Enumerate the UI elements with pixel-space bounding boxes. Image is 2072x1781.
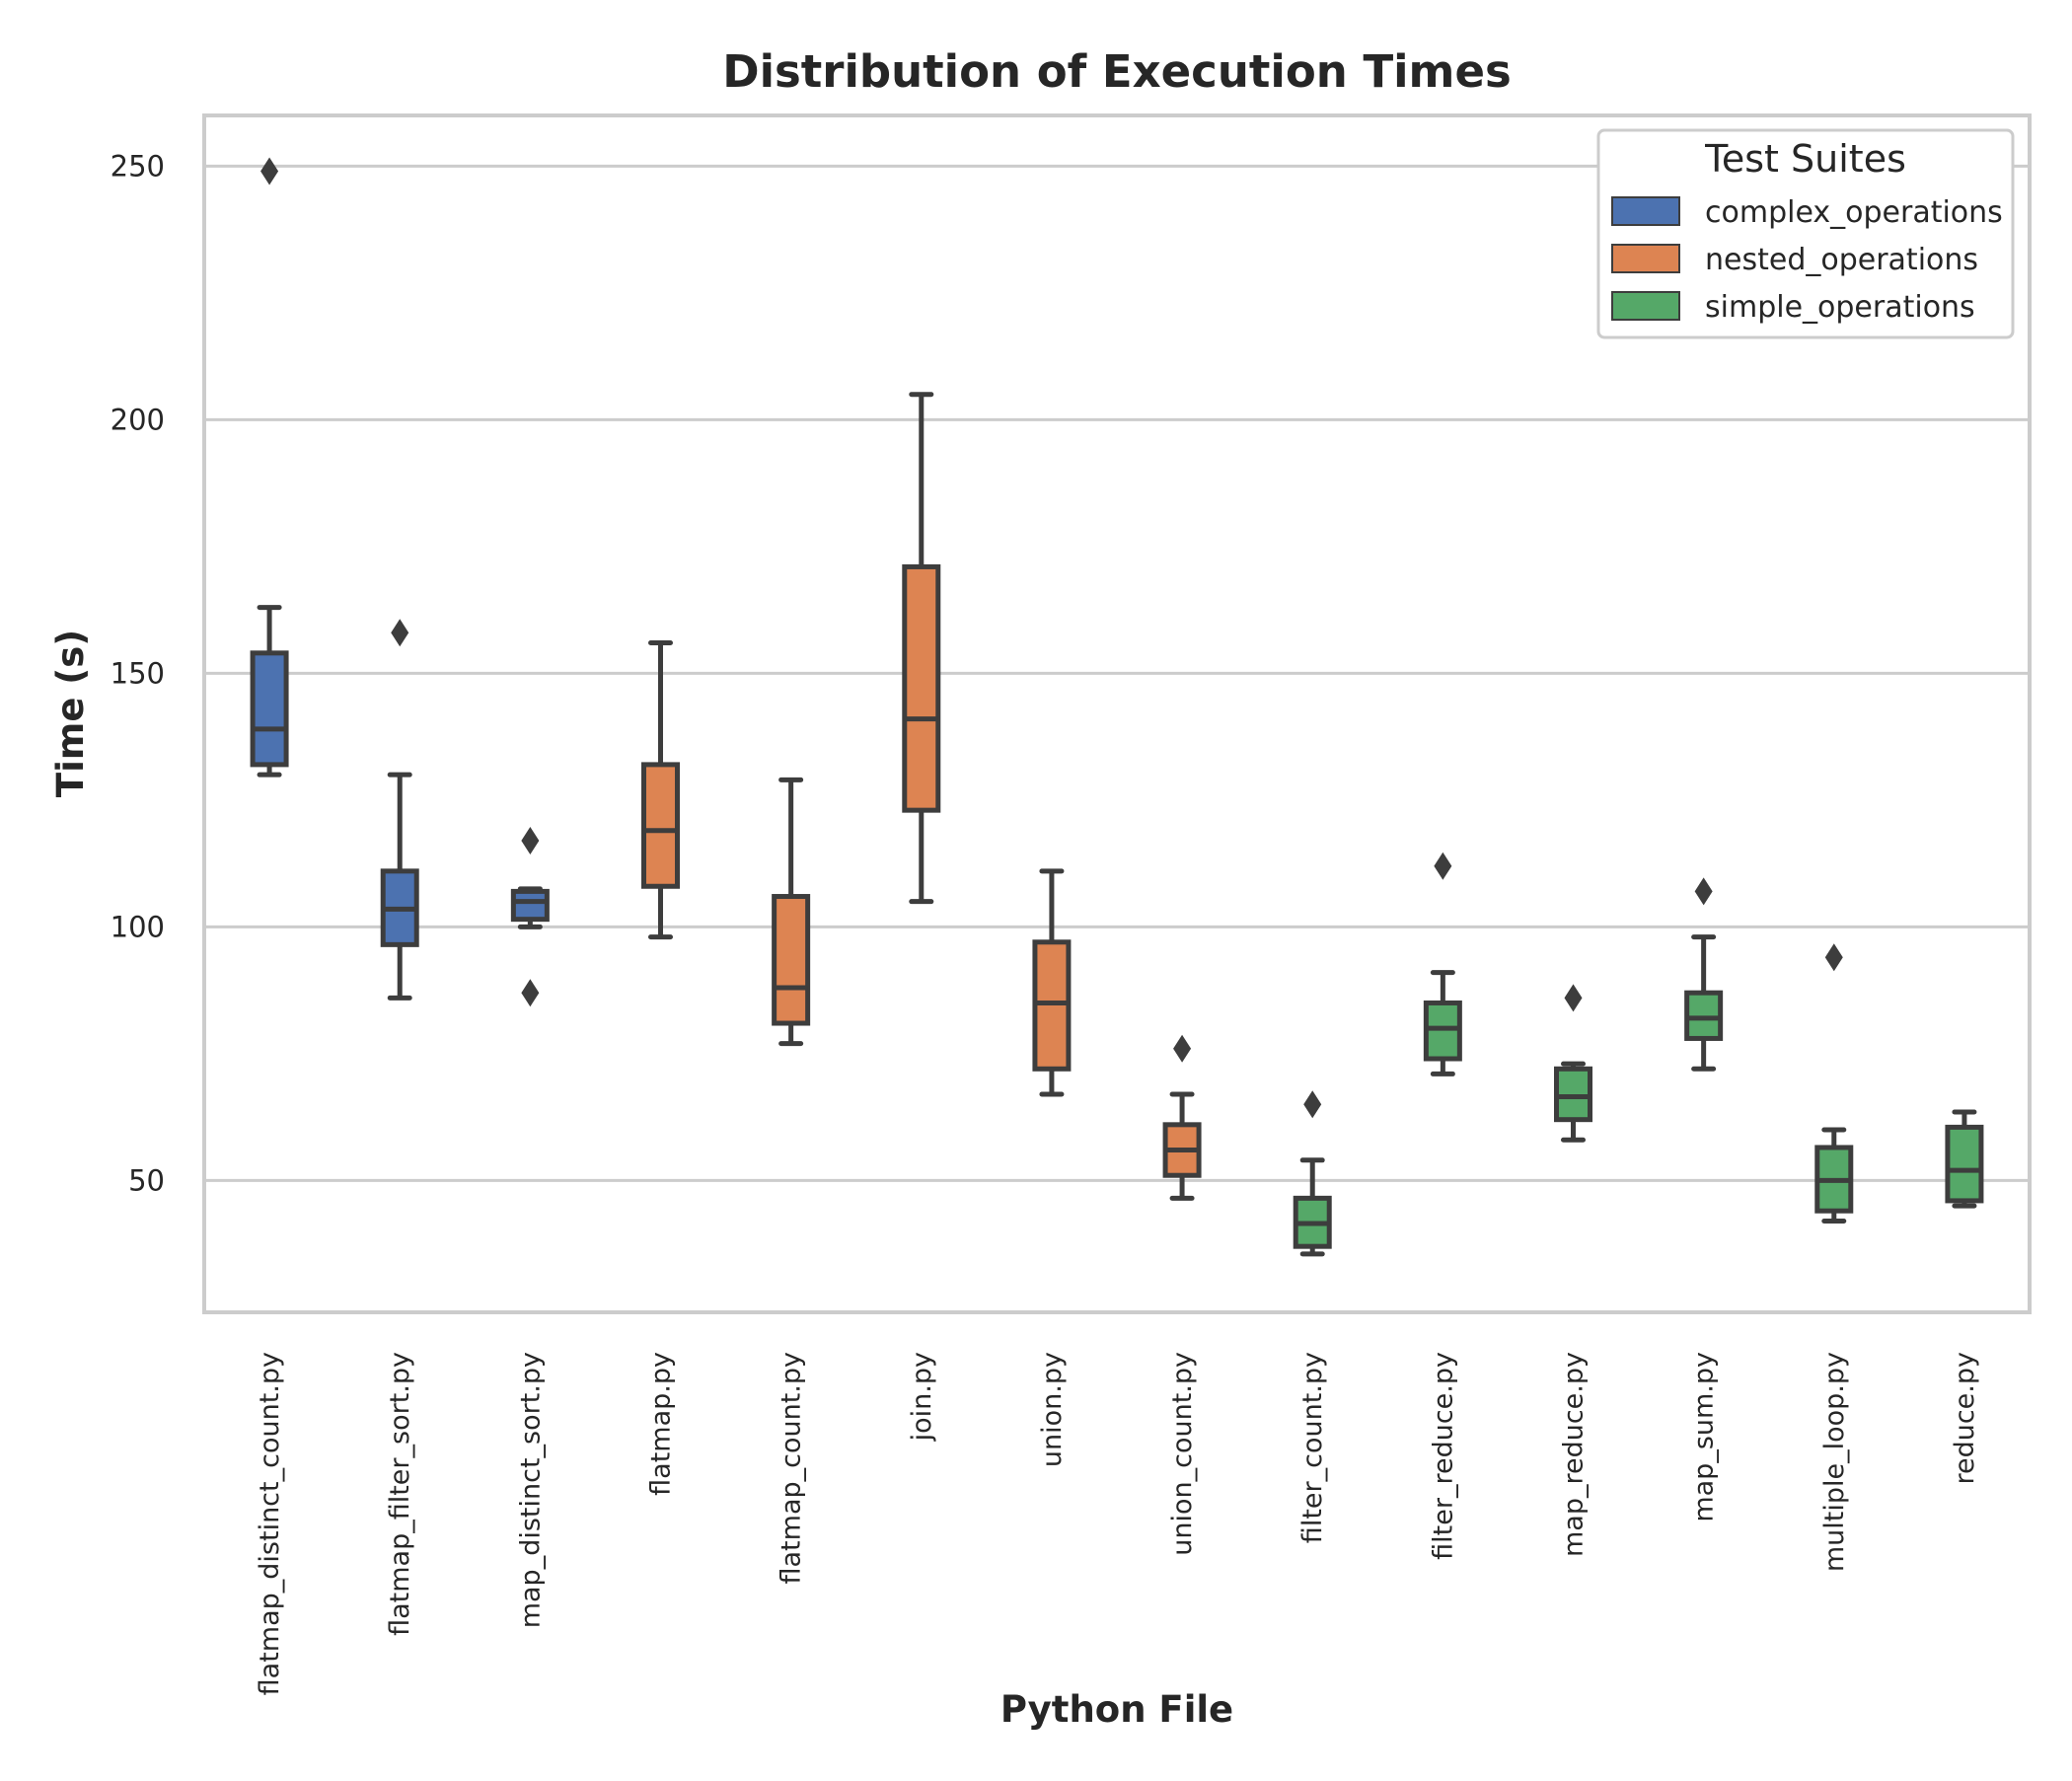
y-tick-label-200: 200 — [111, 403, 165, 436]
outlier-marker-0 — [260, 157, 279, 186]
outlier-marker-0 — [1824, 943, 1843, 972]
x-tick-label-map-sum-py: map_sum.py — [1689, 1352, 1720, 1522]
box-iqr — [1554, 1066, 1592, 1123]
legend-swatch-complex_operations — [1611, 196, 1680, 226]
x-tick-labels: flatmap_distinct_count.py flatmap_filter_… — [255, 1352, 1980, 1695]
legend-label-complex_operations: complex_operations — [1705, 195, 2003, 230]
legend-swatch-nested_operations — [1611, 244, 1680, 273]
box-group-flatmap-py — [641, 640, 680, 940]
x-tick-label-map-distinct-sort-py: map_distinct_sort.py — [515, 1352, 546, 1628]
box-iqr — [250, 650, 289, 768]
legend-title: Test Suites — [1704, 137, 1906, 181]
box-iqr — [1423, 1000, 1462, 1062]
box-group-union-py — [1032, 868, 1072, 1097]
legend-label-simple_operations: simple_operations — [1705, 290, 1975, 325]
x-tick-label-union-count-py: union_count.py — [1167, 1352, 1198, 1556]
box-group-join-py — [902, 392, 941, 905]
box-group-union-count-py — [1162, 1034, 1202, 1201]
outlier-marker-0 — [1434, 852, 1452, 880]
x-tick-label-filter-reduce-py: filter_reduce.py — [1428, 1352, 1458, 1560]
grid-layer — [204, 164, 2030, 1182]
box-group-map-reduce-py — [1554, 984, 1592, 1143]
box-group-flatmap-distinct-count-py — [250, 157, 289, 778]
chart-title: Distribution of Execution Times — [722, 45, 1512, 98]
box-iqr — [1032, 939, 1072, 1072]
legend: Test Suites complex_operations nested_ope… — [1596, 128, 2015, 339]
box-group-flatmap-count-py — [772, 777, 811, 1047]
x-tick-label-multiple-loop-py: multiple_loop.py — [1819, 1352, 1850, 1572]
box-iqr — [641, 762, 680, 889]
box-group-map-sum-py — [1684, 877, 1724, 1072]
outlier-marker-0 — [1694, 877, 1713, 906]
x-axis-label: Python File — [1000, 1688, 1233, 1731]
y-tick-label-250: 250 — [111, 149, 165, 183]
y-tick-label-150: 150 — [111, 656, 165, 690]
box-iqr — [510, 888, 550, 923]
outlier-marker-0 — [1564, 984, 1583, 1012]
y-tick-labels: 50 100 150 200 250 — [111, 149, 165, 1197]
box-iqr — [902, 563, 941, 813]
x-tick-label-flatmap-count-py: flatmap_count.py — [777, 1352, 807, 1585]
box-group-multiple-loop-py — [1814, 943, 1854, 1224]
outlier-marker-0 — [521, 826, 540, 854]
box-group-flatmap-filter-sort-py — [380, 619, 419, 1001]
x-tick-label-flatmap-filter-sort-py: flatmap_filter_sort.py — [385, 1352, 415, 1636]
x-tick-label-map-reduce-py: map_reduce.py — [1559, 1352, 1590, 1557]
box-group-filter-reduce-py — [1423, 852, 1462, 1076]
legend-swatch-simple_operations — [1611, 291, 1680, 321]
outlier-marker-0 — [1173, 1034, 1192, 1063]
legend-entries: complex_operations nested_operationssimpl… — [1611, 195, 2003, 325]
legend-frame — [1596, 128, 2015, 339]
box-group-filter-count-py — [1293, 1090, 1332, 1257]
box-iqr — [1684, 990, 1724, 1041]
outlier-marker-1 — [521, 979, 540, 1007]
outlier-marker-0 — [1303, 1090, 1322, 1119]
box-iqr — [1945, 1124, 1984, 1204]
outlier-marker-0 — [391, 619, 409, 647]
box-group-reduce-py — [1945, 1109, 1984, 1209]
box-layer — [250, 157, 1984, 1257]
x-tick-label-reduce-py: reduce.py — [1950, 1352, 1980, 1485]
x-tick-label-flatmap-distinct-count-py: flatmap_distinct_count.py — [255, 1352, 285, 1695]
x-tick-label-flatmap-py: flatmap.py — [646, 1352, 677, 1496]
x-tick-label-union-py: union.py — [1037, 1352, 1068, 1467]
y-tick-label-50: 50 — [128, 1163, 165, 1197]
y-axis-label: Time (s) — [49, 630, 92, 797]
x-tick-label-join-py: join.py — [907, 1352, 937, 1442]
y-tick-label-100: 100 — [111, 910, 165, 943]
x-tick-label-filter-count-py: filter_count.py — [1297, 1352, 1328, 1543]
box-group-map-distinct-sort-py — [510, 826, 550, 1007]
plot-frame — [202, 113, 2032, 1314]
box-iqr — [772, 894, 811, 1026]
legend-label-nested_operations: nested_operations — [1705, 243, 1978, 277]
